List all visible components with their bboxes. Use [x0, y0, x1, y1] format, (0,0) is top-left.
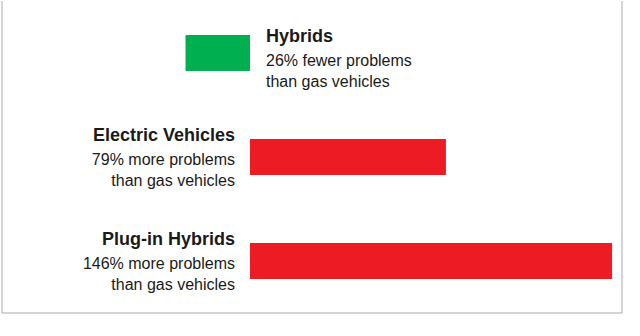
svg-text:Plug-in Hybrids: Plug-in Hybrids [102, 229, 235, 249]
svg-text:146% more problems: 146% more problems [83, 255, 235, 272]
svg-text:Electric Vehicles: Electric Vehicles [93, 125, 235, 145]
svg-text:than gas vehicles: than gas vehicles [111, 276, 235, 293]
svg-text:than gas vehicles: than gas vehicles [266, 73, 390, 90]
svg-text:than gas vehicles: than gas vehicles [111, 172, 235, 189]
svg-text:26% fewer problems: 26% fewer problems [266, 52, 412, 69]
svg-text:79% more problems: 79% more problems [92, 151, 235, 168]
svg-text:Hybrids: Hybrids [266, 26, 333, 46]
